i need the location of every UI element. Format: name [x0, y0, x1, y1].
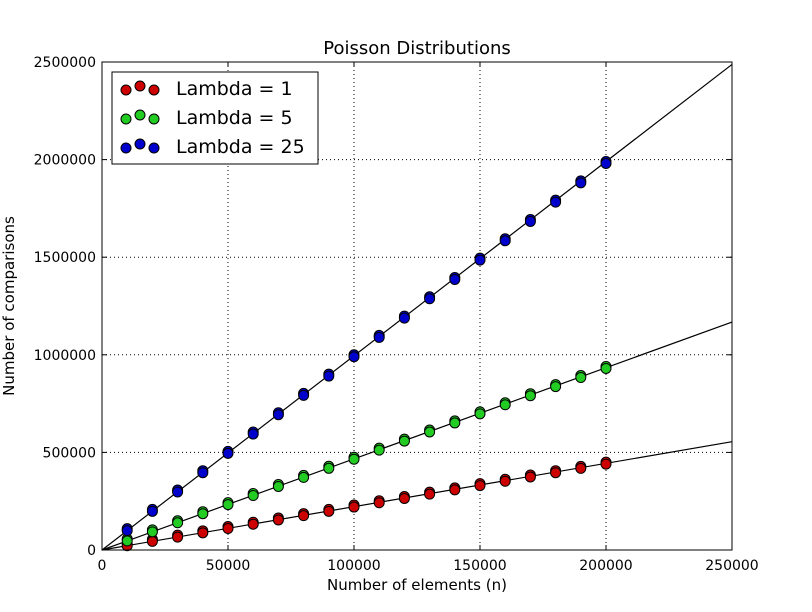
legend: Lambda = 1 Lambda = 5 Lambda = 25 [111, 71, 319, 165]
data-point [323, 505, 335, 517]
data-point [121, 525, 133, 537]
legend-label: Lambda = 1 [176, 78, 293, 100]
legend-label: Lambda = 5 [176, 107, 293, 129]
legend-marker [120, 113, 132, 125]
data-point [449, 273, 461, 285]
y-axis-label: Number of comparisons [0, 216, 18, 396]
data-point [222, 499, 234, 511]
data-point [424, 293, 436, 305]
data-point [398, 312, 410, 324]
data-point [323, 370, 335, 382]
data-point [524, 390, 536, 402]
axis-ticks: 0 50000 100000 150000 200000 2500000500000100… [34, 55, 759, 574]
legend-marker [148, 142, 160, 154]
x-tick-label: 200000 [579, 558, 632, 574]
x-tick-label: 0 [98, 558, 107, 574]
gridlines [102, 62, 732, 550]
data-point [550, 381, 562, 393]
legend-label: Lambda = 25 [176, 136, 305, 158]
data-point [424, 426, 436, 438]
data-point [424, 488, 436, 500]
data-point [373, 331, 385, 343]
y-tick-label: 0 [87, 543, 96, 559]
data-point [600, 158, 612, 170]
data-point [298, 389, 310, 401]
data-point [398, 435, 410, 447]
legend-marker [134, 80, 146, 92]
fit-line [101, 441, 733, 551]
data-point [172, 517, 184, 529]
data-point [499, 235, 511, 247]
data-point [550, 467, 562, 479]
legend-marker [148, 84, 160, 96]
x-tick-label: 100000 [327, 558, 380, 574]
data-point [146, 505, 158, 517]
data-point [272, 480, 284, 492]
data-point [373, 497, 385, 509]
data-point [575, 462, 587, 474]
y-tick-label: 500000 [43, 445, 96, 461]
x-axis-label: Number of elements (n) [327, 576, 507, 594]
data-point [499, 475, 511, 487]
data-point [247, 518, 259, 530]
data-point [172, 531, 184, 543]
data-point [298, 471, 310, 483]
data-point [298, 510, 310, 522]
y-tick-label: 2000000 [34, 153, 96, 169]
x-tick-label: 150000 [453, 558, 506, 574]
legend-marker [148, 113, 160, 125]
data-point [449, 417, 461, 429]
data-point [575, 372, 587, 384]
data-point [524, 215, 536, 227]
legend-marker [134, 138, 146, 150]
data-point [272, 409, 284, 421]
y-tick-label: 2500000 [34, 55, 96, 71]
legend-marker [120, 84, 132, 96]
data-point [146, 526, 158, 538]
x-tick-label: 50000 [206, 558, 251, 574]
data-point [600, 458, 612, 470]
data-point [373, 444, 385, 456]
data-point [474, 408, 486, 420]
data-point [474, 254, 486, 266]
y-tick-label: 1000000 [34, 348, 96, 364]
plot-frame [101, 61, 733, 551]
data-point [172, 486, 184, 498]
data-point [499, 399, 511, 411]
chart-title: Poisson Distributions [323, 38, 511, 59]
fit-line [101, 321, 733, 551]
data-point [121, 535, 133, 547]
legend-marker [120, 142, 132, 154]
data-point [197, 508, 209, 520]
data-points [121, 156, 612, 552]
data-point [348, 453, 360, 465]
data-point [197, 467, 209, 479]
data-point [398, 492, 410, 504]
data-point [550, 196, 562, 208]
data-point [197, 527, 209, 539]
data-point [575, 177, 587, 189]
data-point [247, 428, 259, 440]
data-point [247, 490, 259, 502]
data-point [474, 480, 486, 492]
data-point [146, 535, 158, 547]
data-point [524, 471, 536, 483]
data-point [348, 351, 360, 363]
data-point [272, 514, 284, 526]
y-tick-label: 1500000 [34, 250, 96, 266]
data-point [222, 447, 234, 459]
x-tick-label: 250000 [705, 558, 758, 574]
data-point [323, 462, 335, 474]
legend-marker [134, 109, 146, 121]
data-point [600, 362, 612, 374]
legend-box [111, 71, 319, 165]
data-point [222, 523, 234, 535]
data-point [449, 484, 461, 496]
data-point [348, 501, 360, 513]
